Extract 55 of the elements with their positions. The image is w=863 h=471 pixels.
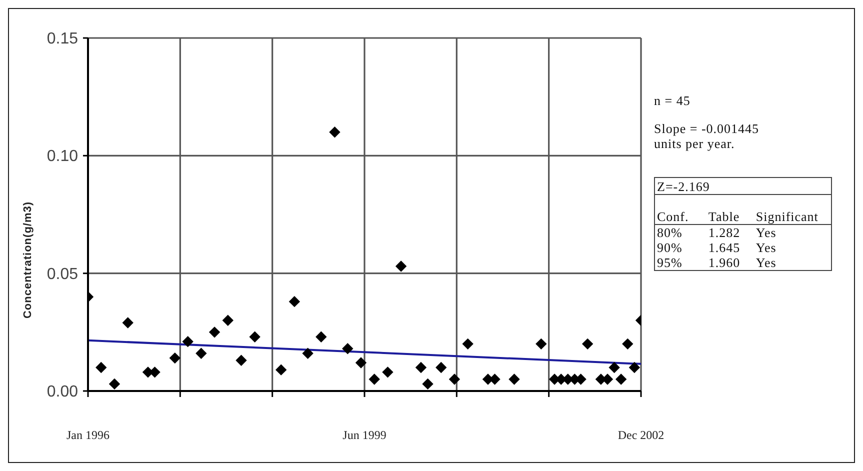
point	[355, 357, 367, 368]
point	[462, 338, 474, 350]
x-tick-label: Jun 1999	[342, 428, 386, 442]
point	[395, 260, 407, 272]
point	[422, 378, 434, 390]
point	[382, 366, 394, 378]
x-tick-label: Jan 1996	[66, 428, 110, 442]
point	[169, 352, 181, 364]
point	[342, 343, 354, 354]
y-tick-label: 0.10	[46, 148, 78, 166]
point	[96, 362, 107, 374]
text: 1.645	[708, 240, 742, 255]
point	[236, 354, 247, 366]
text: 1.282	[708, 225, 742, 240]
point	[582, 338, 594, 350]
y-axis-title: Concentration(g/m3)	[22, 201, 34, 319]
point	[622, 338, 634, 350]
text: 95%	[657, 255, 684, 270]
point	[196, 348, 207, 359]
text: 90%	[657, 240, 684, 255]
text: Yes	[756, 240, 778, 255]
point	[448, 374, 460, 385]
text: Yes	[756, 225, 778, 240]
y-tick-label: 0.15	[46, 30, 78, 48]
point	[615, 374, 627, 385]
text: Significant	[756, 209, 820, 224]
point	[508, 374, 520, 385]
point	[536, 338, 547, 350]
point	[316, 331, 327, 342]
point	[122, 317, 134, 328]
point	[415, 362, 427, 374]
point	[628, 362, 640, 374]
text: Yes	[756, 255, 778, 270]
point	[608, 362, 620, 374]
point	[222, 314, 234, 326]
text: 1.960	[708, 255, 742, 270]
y-tick-label: 0.05	[46, 266, 78, 283]
text: Conf.	[657, 209, 690, 224]
text: n = 45	[654, 93, 690, 108]
point	[108, 378, 120, 390]
point	[368, 374, 380, 385]
point	[275, 364, 287, 376]
x-tick-label: Dec 2002	[618, 428, 664, 442]
point	[436, 362, 447, 374]
point	[249, 331, 260, 342]
point	[208, 326, 220, 338]
text: Table	[708, 209, 741, 224]
y-tick-label: 0.00	[46, 384, 78, 400]
text: 80%	[657, 225, 684, 240]
text: Z=-2.169	[655, 178, 831, 195]
point	[182, 336, 194, 348]
point	[288, 296, 300, 308]
text: Slope = -0.001445 units per year.	[654, 121, 760, 151]
point	[329, 126, 340, 138]
point	[302, 348, 314, 359]
